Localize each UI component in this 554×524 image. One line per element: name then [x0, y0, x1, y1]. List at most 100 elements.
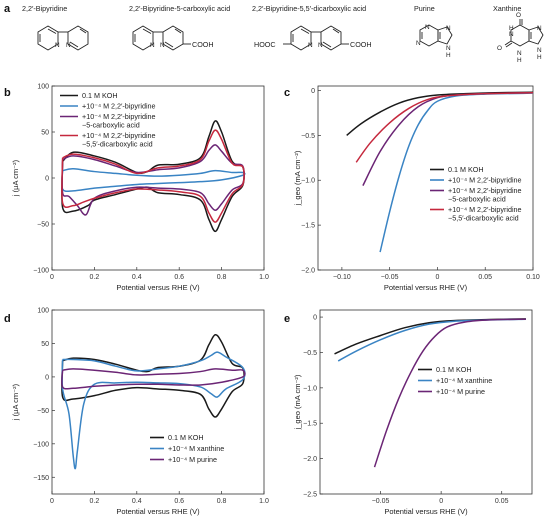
y-tick-label: −50	[37, 222, 49, 229]
series-line-0	[61, 334, 245, 418]
x-tick-label: 0.10	[526, 274, 540, 281]
x-axis-label: Potential versus RHE (V)	[384, 283, 468, 292]
atom-n: N	[517, 50, 522, 57]
x-tick-label: −0.05	[372, 498, 390, 505]
molecule-name-xanthine: Xanthine	[493, 4, 521, 13]
structure-xanthine	[504, 19, 544, 48]
legend-label: −5,5′-dicarboxylic acid	[448, 214, 519, 223]
series-line-2	[373, 318, 526, 468]
legend-label: 0.1 M KOH	[168, 433, 204, 442]
x-tick-label: 0	[50, 274, 54, 281]
legend-label: +10⁻⁴ M 2,2′-bipyridine	[82, 112, 156, 121]
x-tick-label: 0.2	[90, 498, 100, 505]
molecule-name-bipyridine: 2,2′-Bipyridine	[22, 4, 67, 13]
x-axis-label: Potential versus RHE (V)	[116, 283, 200, 292]
y-tick-label: −100	[33, 441, 49, 448]
y-tick-label: 50	[41, 130, 49, 137]
legend-label: +10⁻⁴ M xanthine	[436, 376, 492, 385]
y-tick-label: −1.0	[301, 178, 315, 185]
structure-bipyridine-dicarboxylic	[283, 25, 349, 51]
structure-purine	[419, 24, 453, 47]
series-line-2	[61, 368, 246, 390]
atom-h: H	[517, 57, 522, 64]
legend-label: +10⁻⁴ M 2,2′-bipyridine	[448, 205, 522, 214]
atom-h: H	[537, 54, 542, 61]
structure-bipyridine-carboxylic	[132, 25, 191, 51]
legend-label: +10⁻⁴ M 2,2′-bipyridine	[448, 176, 522, 185]
y-tick-label: 100	[37, 84, 49, 91]
panel-label-e: e	[284, 313, 290, 325]
structure-bipyridine	[37, 25, 89, 51]
chart-d-cv: 0 0.2 0.4 0.6 0.8 1.0 −150 −100 −50 0 50 100 Potenti…	[11, 308, 269, 517]
chart-c-lsv: −0.10 −0.05 0 0.05 0.10 −2.0 −1.5 −1.0 −0.5 0 Pote…	[293, 85, 540, 292]
y-axis-label: j_geo (mA cm⁻²)	[293, 150, 302, 206]
x-axis-label: Potential versus RHE (V)	[384, 507, 468, 516]
y-tick-label: 50	[41, 341, 49, 348]
series-line-2	[61, 144, 245, 216]
y-tick-label: 0	[45, 374, 49, 381]
y-tick-label: −2.0	[303, 456, 317, 463]
x-tick-label: 0.4	[132, 498, 142, 505]
y-tick-label: −1.5	[303, 421, 317, 428]
chart-b-cv: 0 0.2 0.4 0.6 0.8 1.0 −100 −50 0 50 100 Potential v…	[11, 84, 269, 293]
atom-o: O	[516, 12, 521, 19]
y-tick-label: −1.0	[303, 385, 317, 392]
y-tick-label: 100	[37, 308, 49, 315]
legend-label: −5-carboxylic acid	[448, 195, 506, 204]
legend-label: +10⁻⁴ M 2,2′-bipyridine	[82, 131, 156, 140]
legend-label: +10⁻⁴ M 2,2′-bipyridine	[82, 102, 156, 111]
x-tick-label: −0.05	[381, 274, 399, 281]
x-tick-label: 0.6	[174, 498, 184, 505]
x-tick-label: 1.0	[259, 498, 269, 505]
y-tick-label: −2.0	[301, 268, 315, 275]
panel-label-a: a	[4, 3, 11, 15]
cooh-label: COOH	[350, 40, 372, 49]
series-line-0	[346, 91, 533, 136]
hooc-label: HOOC	[254, 40, 276, 49]
x-tick-label: 0.8	[217, 498, 227, 505]
y-tick-label: −0.5	[303, 350, 317, 357]
x-tick-label: 0.4	[132, 274, 142, 281]
y-tick-label: −50	[37, 408, 49, 415]
atom-o: O	[497, 45, 502, 52]
x-tick-label: 0.2	[90, 274, 100, 281]
x-tick-label: 0.05	[478, 274, 492, 281]
series-line-3	[355, 91, 533, 163]
legend-label: +10⁻⁴ M purine	[168, 455, 217, 464]
legend-label: +10⁻⁴ M purine	[436, 387, 485, 396]
x-tick-label: 0	[435, 274, 439, 281]
legend-label: 0.1 M KOH	[436, 365, 472, 374]
atom-n: N	[55, 42, 60, 49]
y-axis-label: j_geo (mA cm⁻²)	[293, 374, 302, 430]
y-tick-label: −1.5	[301, 223, 315, 230]
panel-label-b: b	[4, 87, 11, 99]
y-tick-label: 0	[45, 176, 49, 183]
atom-n: N	[66, 42, 71, 49]
molecule-name-purine: Purine	[414, 4, 435, 13]
x-tick-label: 1.0	[259, 274, 269, 281]
x-axis-label: Potential versus RHE (V)	[116, 507, 200, 516]
atom-n: N	[308, 42, 313, 49]
atom-n: N	[416, 40, 421, 47]
molecule-name-bipyridine-dicarboxylic: 2,2′-Bipyridine-5,5′-dicarboxylic acid	[252, 4, 366, 13]
legend-label: −5-carboxylic acid	[82, 121, 140, 130]
x-tick-label: 0.6	[174, 274, 184, 281]
atom-n: N	[537, 25, 542, 32]
x-tick-label: 0.05	[495, 498, 509, 505]
x-tick-label: 0	[50, 498, 54, 505]
cooh-label: COOH	[192, 40, 214, 49]
plot-frame	[317, 85, 534, 271]
y-tick-label: −100	[33, 268, 49, 275]
series-line-1	[61, 351, 246, 470]
x-tick-label: 0	[439, 498, 443, 505]
atom-h: H	[509, 25, 514, 32]
atom-nh: N	[446, 45, 451, 52]
y-tick-label: 0	[311, 88, 315, 95]
panel-label-d: d	[4, 313, 11, 325]
molecule-name-bipyridine-carboxylic: 2,2′-Bipyridine-5-carboxylic acid	[129, 4, 230, 13]
y-axis-label: j (μA cm⁻²)	[11, 159, 20, 197]
legend-label: +10⁻⁴ M xanthine	[168, 444, 224, 453]
panel-label-c: c	[284, 87, 290, 99]
x-tick-label: −0.10	[333, 274, 351, 281]
